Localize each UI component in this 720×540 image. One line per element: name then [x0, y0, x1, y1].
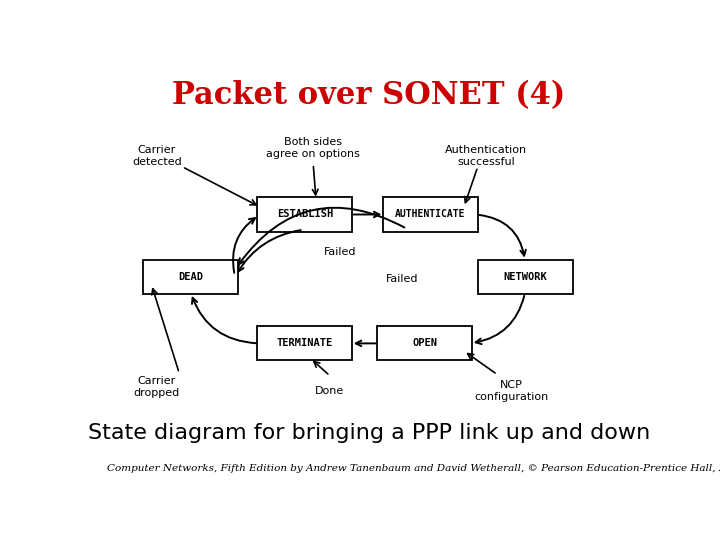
Text: Both sides
agree on options: Both sides agree on options: [266, 137, 360, 159]
Text: ESTABLISH: ESTABLISH: [276, 210, 333, 219]
Text: DEAD: DEAD: [178, 272, 203, 282]
Text: NCP
configuration: NCP configuration: [474, 380, 549, 402]
FancyBboxPatch shape: [478, 260, 572, 294]
FancyBboxPatch shape: [143, 260, 238, 294]
Text: Carrier
dropped: Carrier dropped: [134, 376, 180, 398]
Text: Authentication
successful: Authentication successful: [445, 145, 527, 167]
Text: Failed: Failed: [386, 274, 418, 284]
Text: OPEN: OPEN: [413, 339, 437, 348]
Text: Packet over SONET (4): Packet over SONET (4): [172, 80, 566, 111]
Text: State diagram for bringing a PPP link up and down: State diagram for bringing a PPP link up…: [88, 423, 650, 443]
Text: Done: Done: [315, 386, 345, 396]
FancyBboxPatch shape: [383, 198, 478, 232]
Text: Failed: Failed: [324, 247, 357, 257]
FancyBboxPatch shape: [377, 326, 472, 360]
FancyBboxPatch shape: [258, 326, 352, 360]
Text: AUTHENTICATE: AUTHENTICATE: [395, 210, 466, 219]
Text: NETWORK: NETWORK: [503, 272, 547, 282]
FancyBboxPatch shape: [258, 198, 352, 232]
Text: Carrier
detected: Carrier detected: [132, 145, 182, 167]
Text: Computer Networks, Fifth Edition by Andrew Tanenbaum and David Wetherall, © Pear: Computer Networks, Fifth Edition by Andr…: [107, 464, 720, 473]
Text: TERMINATE: TERMINATE: [276, 339, 333, 348]
